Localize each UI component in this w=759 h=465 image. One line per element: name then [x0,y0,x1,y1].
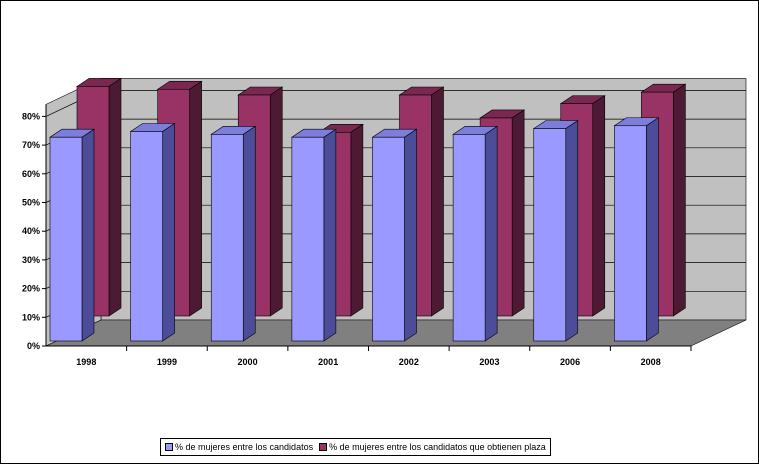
bar-series-1 [613,117,660,342]
y-tick-label: 30% [22,255,40,265]
y-tick-label: 80% [22,111,40,121]
x-tick-label: 2003 [479,357,499,367]
x-tick-label: 2002 [399,357,419,367]
legend-item-series-2: % de mujeres entre los candidatos que ob… [319,442,546,452]
x-tick-label: 2008 [641,357,661,367]
bar-series-1 [210,125,257,342]
bar-series-1 [532,120,579,342]
y-tick-label: 0% [27,341,40,351]
bar-series-1 [129,122,176,342]
x-tick-label: 1998 [76,357,96,367]
legend-label-series-2: % de mujeres entre los candidatos que ob… [329,442,546,452]
x-tick-label: 2001 [318,357,338,367]
y-tick-label: 10% [22,312,40,322]
bar-series-1 [290,128,337,342]
legend-swatch-series-1 [165,443,173,451]
bar-series-1 [452,125,499,342]
y-tick-label: 50% [22,198,40,208]
bars [49,77,687,342]
legend: % de mujeres entre los candidatos % de m… [160,438,551,456]
y-tick-label: 20% [22,284,40,294]
y-tick-label: 60% [22,169,40,179]
bar-series-1 [371,128,418,342]
x-tick-label: 2006 [560,357,580,367]
y-tick-label: 70% [22,140,40,150]
x-tick-label: 2000 [238,357,258,367]
legend-item-series-1: % de mujeres entre los candidatos [165,442,313,452]
legend-label-series-1: % de mujeres entre los candidatos [175,442,314,452]
bar-series-1 [49,128,95,342]
x-tick-label: 1999 [157,357,177,367]
y-tick-label: 40% [22,226,40,236]
x-axis-labels: 1998 1999 2000 2001 2002 2003 2006 2008 [76,346,692,367]
legend-swatch-series-2 [319,443,328,451]
